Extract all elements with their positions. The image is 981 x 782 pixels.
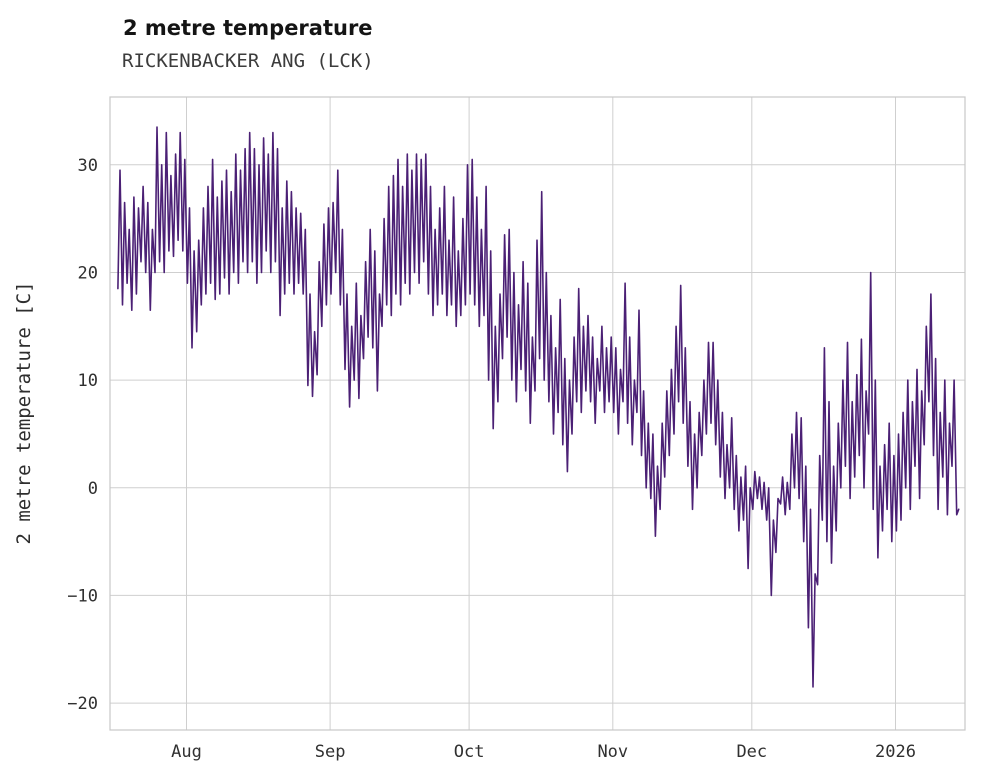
chart-subtitle: RICKENBACKER ANG (LCK) [122, 50, 374, 72]
temperature-series-line [117, 126, 960, 688]
axis-label-layer: 2 metre temperature [C] −20 −10 0 10 20 30 Aug… [13, 156, 916, 762]
x-tick-label: Dec [736, 742, 767, 762]
x-tick-label: Aug [171, 742, 202, 762]
plot-border [109, 96, 966, 731]
x-tick-label: 2026 [875, 742, 916, 762]
x-tick-label: Sep [315, 742, 346, 762]
y-tick-label: −10 [67, 586, 98, 606]
grid-layer [109, 96, 966, 731]
y-tick-label: 20 [78, 264, 98, 284]
y-tick-label: 30 [78, 156, 98, 176]
x-tick-label: Oct [454, 742, 485, 762]
series-layer [117, 126, 960, 688]
y-axis-title: 2 metre temperature [C] [13, 281, 35, 544]
y-tick-label: −20 [67, 694, 98, 714]
y-tick-label: 10 [78, 371, 98, 391]
chart-title: 2 metre temperature [123, 16, 373, 40]
x-tick-label: Nov [597, 742, 628, 762]
y-tick-label: 0 [88, 479, 98, 499]
